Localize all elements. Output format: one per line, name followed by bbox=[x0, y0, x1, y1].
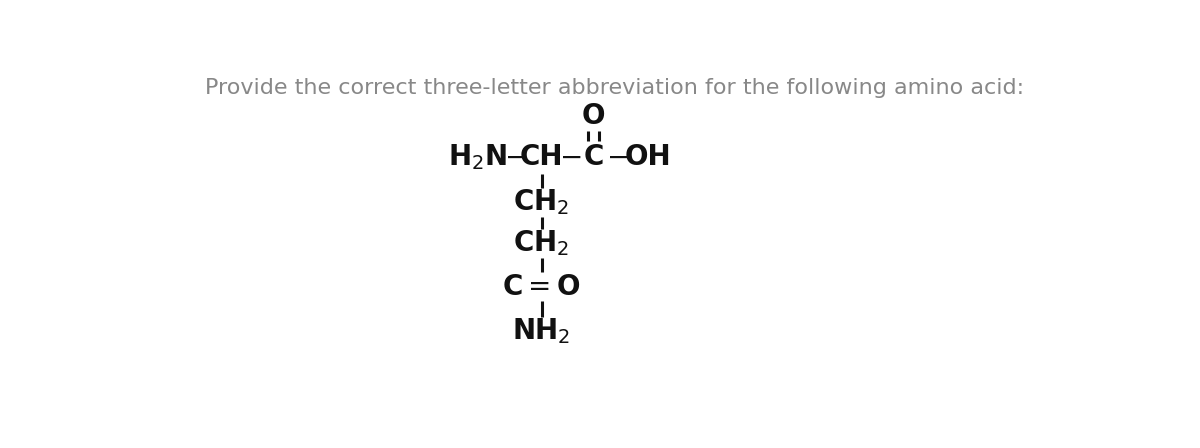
Text: OH: OH bbox=[624, 143, 671, 171]
Text: $-$: $-$ bbox=[559, 143, 582, 171]
Text: CH: CH bbox=[520, 143, 563, 171]
Text: C: C bbox=[583, 143, 604, 171]
Text: CH$_2$: CH$_2$ bbox=[514, 228, 570, 258]
Text: NH$_2$: NH$_2$ bbox=[512, 317, 571, 346]
Text: $-$: $-$ bbox=[504, 143, 527, 171]
Text: O: O bbox=[582, 102, 605, 130]
Text: $-$: $-$ bbox=[606, 143, 628, 171]
Text: C$=$O: C$=$O bbox=[503, 272, 581, 301]
Text: Provide the correct three-letter abbreviation for the following amino acid:: Provide the correct three-letter abbrevi… bbox=[205, 78, 1025, 98]
Text: H$_2$N: H$_2$N bbox=[448, 142, 508, 172]
Text: CH$_2$: CH$_2$ bbox=[514, 187, 570, 217]
